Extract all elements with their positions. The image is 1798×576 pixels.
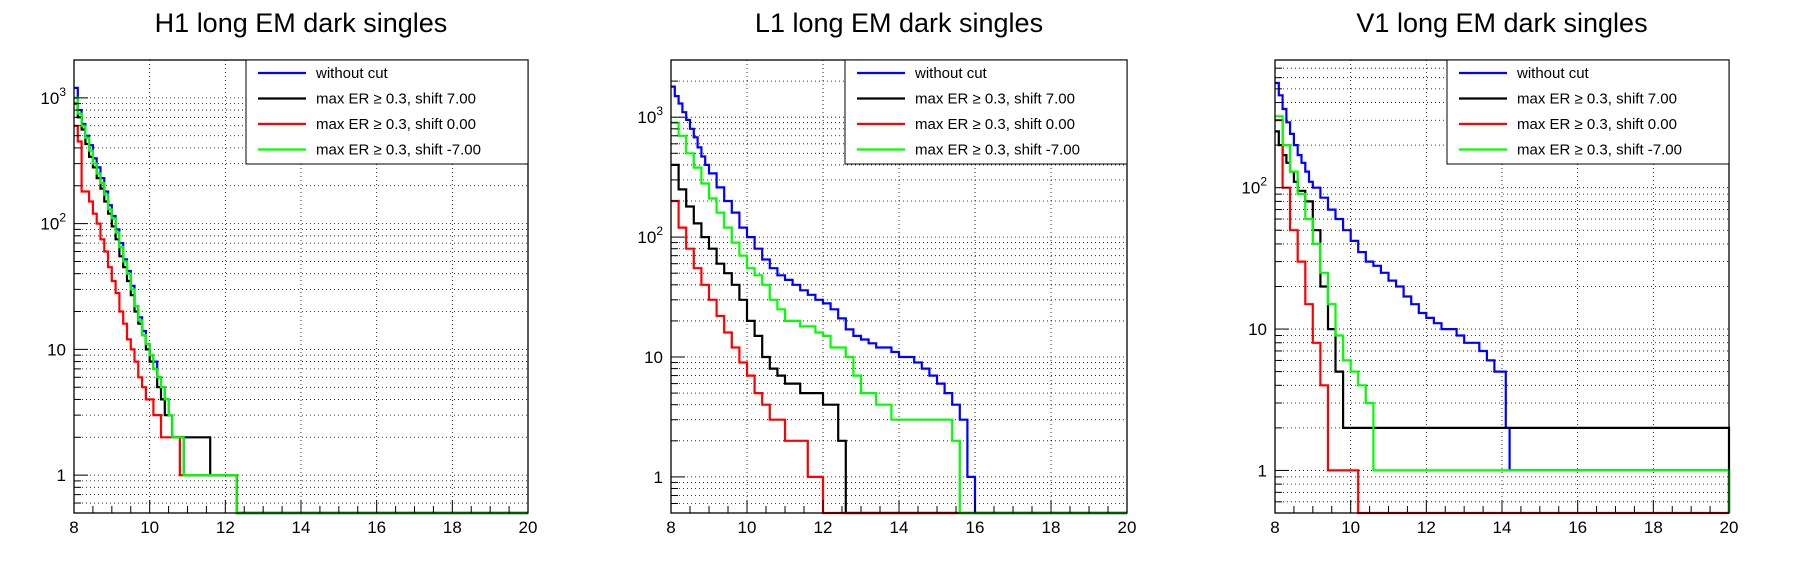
x-tick-label: 12 — [216, 518, 235, 537]
legend: without cut max ER ≥ 0.3, shift 7.00 max E… — [844, 59, 1128, 165]
y-tick-exponent: 2 — [59, 211, 66, 225]
legend: without cut max ER ≥ 0.3, shift 7.00 max E… — [1446, 59, 1730, 165]
legend-label: max ER ≥ 0.3, shift -7.00 — [1517, 142, 1682, 159]
chart-panel-1: H1 long EM dark singles 8 10 12 14 16 18 20 1 10 1… — [40, 8, 537, 537]
series-line-4 — [671, 121, 1127, 515]
series-line-4 — [1275, 115, 1731, 513]
y-tick-exponent: 2 — [656, 224, 663, 238]
x-tick-label: 20 — [1720, 518, 1739, 537]
legend-label: without cut — [315, 65, 389, 82]
x-tick-label: 20 — [519, 518, 538, 537]
x-tick-label: 10 — [738, 518, 757, 537]
legend-label: max ER ≥ 0.3, shift 0.00 — [316, 116, 476, 133]
legend-label: max ER ≥ 0.3, shift 7.00 — [1517, 91, 1677, 108]
x-tick-label: 16 — [966, 518, 985, 537]
x-tick-label: 14 — [292, 518, 311, 537]
chart-title: L1 long EM dark singles — [755, 8, 1043, 38]
legend-label: max ER ≥ 0.3, shift 0.00 — [1517, 116, 1677, 133]
x-tick-label: 16 — [1568, 518, 1587, 537]
x-tick-label: 14 — [890, 518, 909, 537]
legend-label: without cut — [1516, 65, 1590, 82]
x-tick-label: 20 — [1118, 518, 1137, 537]
x-tick-label: 12 — [814, 518, 833, 537]
legend-label: without cut — [914, 65, 988, 82]
x-axis: 8 10 12 14 16 18 20 — [69, 500, 537, 537]
legend-box — [844, 59, 1128, 165]
series-line-1 — [671, 85, 1127, 515]
series-line-3 — [671, 199, 1127, 515]
x-tick-label: 12 — [1417, 518, 1436, 537]
x-tick-label: 18 — [1042, 518, 1061, 537]
chart-title: H1 long EM dark singles — [155, 8, 448, 38]
y-tick-label: 102 — [1241, 175, 1267, 198]
y-tick-exponent: 3 — [656, 104, 663, 118]
x-tick-label: 14 — [1493, 518, 1512, 537]
y-tick-label: 102 — [637, 224, 663, 247]
x-axis: 8 10 12 14 16 18 20 — [1270, 500, 1738, 537]
chart-title: V1 long EM dark singles — [1356, 8, 1647, 38]
legend-box — [245, 59, 529, 165]
y-tick-exponent: 3 — [59, 85, 66, 99]
y-tick-label: 102 — [40, 211, 66, 234]
x-tick-label: 8 — [69, 518, 78, 537]
y-tick-label: 1 — [1258, 461, 1267, 480]
x-axis: 8 10 12 14 16 18 20 — [666, 500, 1136, 537]
series-line-1 — [1275, 81, 1731, 513]
x-tick-label: 10 — [140, 518, 159, 537]
x-tick-label: 18 — [443, 518, 462, 537]
y-tick-label: 10 — [1248, 320, 1267, 339]
legend-box — [1446, 59, 1730, 165]
legend-label: max ER ≥ 0.3, shift 7.00 — [915, 91, 1075, 108]
legend-label: max ER ≥ 0.3, shift 0.00 — [915, 116, 1075, 133]
x-tick-label: 8 — [1270, 518, 1279, 537]
series-line-2 — [1275, 130, 1731, 513]
series-line-3 — [1275, 119, 1729, 515]
chart-panel-3: V1 long EM dark singles 8 10 12 14 16 18 20 1 10 1… — [1241, 8, 1738, 537]
y-tick-label: 103 — [40, 85, 66, 108]
legend-label: max ER ≥ 0.3, shift -7.00 — [915, 142, 1080, 159]
series-line-2 — [671, 163, 1127, 515]
y-tick-label: 1 — [57, 466, 66, 485]
y-tick-label: 103 — [637, 104, 663, 127]
legend-label: max ER ≥ 0.3, shift 7.00 — [316, 91, 476, 108]
legend-label: max ER ≥ 0.3, shift -7.00 — [316, 142, 481, 159]
y-tick-exponent: 2 — [1260, 175, 1267, 189]
y-axis: 1 10 102 103 — [637, 59, 685, 514]
legend: without cut max ER ≥ 0.3, shift 7.00 max E… — [245, 59, 529, 165]
y-tick-label: 10 — [47, 340, 66, 359]
x-tick-label: 8 — [666, 518, 675, 537]
x-tick-label: 10 — [1341, 518, 1360, 537]
x-tick-label: 16 — [367, 518, 386, 537]
series-line-4 — [74, 96, 528, 515]
y-tick-label: 1 — [654, 468, 663, 487]
x-tick-label: 18 — [1644, 518, 1663, 537]
y-tick-label: 10 — [644, 348, 663, 367]
